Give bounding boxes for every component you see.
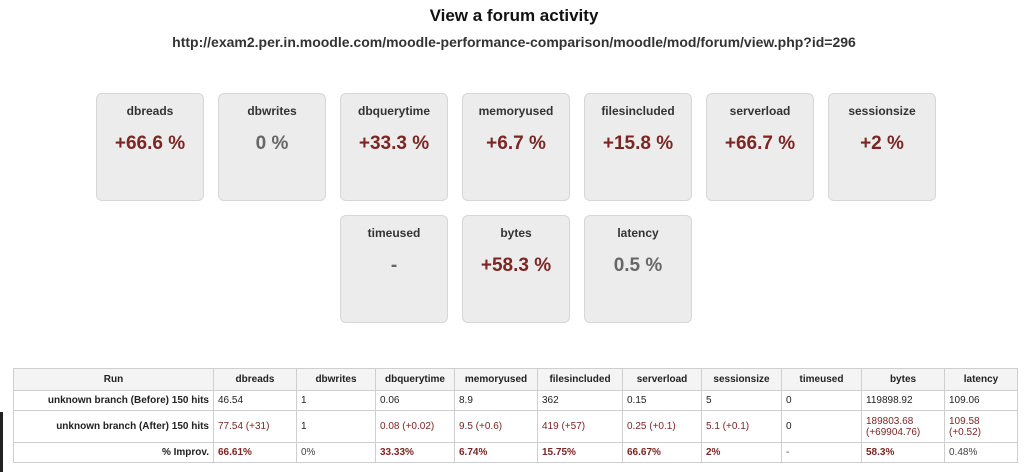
results-table: Run dbreads dbwrites dbquerytime memoryu… <box>13 368 1018 463</box>
table-cell: 119898.92 <box>861 390 945 411</box>
run-label: unknown branch (After) 150 hits <box>13 410 214 443</box>
metric-value: +66.6 % <box>114 133 186 154</box>
table-cell: 1 <box>296 390 376 411</box>
metric-card-memoryused: memoryused +6.7 % <box>462 93 570 201</box>
table-cell: 77.54 (+31) <box>213 410 297 443</box>
metric-value: - <box>390 255 398 276</box>
table-cell: 1 <box>296 410 376 443</box>
metric-card-sessionsize: sessionsize +2 % <box>828 93 936 201</box>
table-cell: 9.5 (+0.6) <box>454 410 538 443</box>
table-cell: 0 <box>781 410 862 443</box>
table-cell: 362 <box>537 390 623 411</box>
metric-label: dbquerytime <box>357 104 430 118</box>
metric-card-filesincluded: filesincluded +15.8 % <box>584 93 692 201</box>
metric-card-dbreads: dbreads +66.6 % <box>96 93 204 201</box>
metric-value: +66.7 % <box>724 133 796 154</box>
metric-label: latency <box>617 226 659 240</box>
metric-card-serverload: serverload +66.7 % <box>706 93 814 201</box>
metric-value: +33.3 % <box>358 133 430 154</box>
metric-value: 0 % <box>255 133 289 154</box>
metric-label: filesincluded <box>601 104 675 118</box>
table-cell: 5.1 (+0.1) <box>701 410 782 443</box>
table-cell: 0% <box>296 442 376 463</box>
metric-card-dbwrites: dbwrites 0 % <box>218 93 326 201</box>
table-header-row: Run dbreads dbwrites dbquerytime memoryu… <box>13 368 1018 391</box>
column-header: dbquerytime <box>375 368 455 391</box>
column-header: Run <box>13 368 214 391</box>
metric-label: sessionsize <box>848 104 916 118</box>
column-header: sessionsize <box>701 368 782 391</box>
column-header: filesincluded <box>537 368 623 391</box>
metric-value: +15.8 % <box>602 133 674 154</box>
table-cell: - <box>781 442 862 463</box>
metric-card-timeused: timeused - <box>340 215 448 323</box>
table-cell: 0.08 (+0.02) <box>375 410 455 443</box>
table-row-after: unknown branch (After) 150 hits 77.54 (+… <box>13 410 1018 443</box>
page-title: View a forum activity <box>429 6 599 25</box>
table-cell: 419 (+57) <box>537 410 623 443</box>
table-cell: 6.74% <box>454 442 538 463</box>
table-row-improvement: % Improv. 66.61% 0% 33.33% 6.74% 15.75% … <box>13 442 1018 463</box>
table-cell: 66.67% <box>622 442 702 463</box>
table-cell: 0.06 <box>375 390 455 411</box>
table-cell: 2% <box>701 442 782 463</box>
metric-label: serverload <box>729 104 791 118</box>
table-cell: 109.06 <box>944 390 1018 411</box>
metric-label: memoryused <box>478 104 554 118</box>
run-label: unknown branch (Before) 150 hits <box>13 390 214 411</box>
table-cell: 5 <box>701 390 782 411</box>
metric-value: +2 % <box>860 133 904 154</box>
metric-value: +58.3 % <box>480 255 552 276</box>
table-cell: 189803.68 (+69904.76) <box>861 410 945 443</box>
table-cell: 15.75% <box>537 442 623 463</box>
metric-card-bytes: bytes +58.3 % <box>462 215 570 323</box>
metric-value: +6.7 % <box>486 133 546 154</box>
table-cell: 0 <box>781 390 862 411</box>
metric-card-dbquerytime: dbquerytime +33.3 % <box>340 93 448 201</box>
column-header: bytes <box>861 368 945 391</box>
column-header: memoryused <box>454 368 538 391</box>
table-cell: 109.58 (+0.52) <box>944 410 1018 443</box>
table-row-before: unknown branch (Before) 150 hits 46.54 1… <box>13 390 1018 411</box>
page-url: http://exam2.per.in.moodle.com/moodle-pe… <box>172 34 856 50</box>
run-label: % Improv. <box>13 442 214 463</box>
column-header: serverload <box>622 368 702 391</box>
column-header: timeused <box>781 368 862 391</box>
column-header: dbwrites <box>296 368 376 391</box>
metric-value: 0.5 % <box>613 255 663 276</box>
table-cell: 0.15 <box>622 390 702 411</box>
window-edge-divider <box>0 412 3 472</box>
table-cell: 0.25 (+0.1) <box>622 410 702 443</box>
table-cell: 66.61% <box>213 442 297 463</box>
column-header: dbreads <box>213 368 297 391</box>
metric-card-latency: latency 0.5 % <box>584 215 692 323</box>
metric-label: bytes <box>500 226 532 240</box>
metric-label: dbreads <box>126 104 174 118</box>
table-cell: 0.48% <box>944 442 1018 463</box>
table-cell: 8.9 <box>454 390 538 411</box>
table-cell: 46.54 <box>213 390 297 411</box>
column-header: latency <box>944 368 1018 391</box>
table-cell: 33.33% <box>375 442 455 463</box>
metric-label: timeused <box>367 226 421 240</box>
metric-label: dbwrites <box>247 104 297 118</box>
table-cell: 58.3% <box>861 442 945 463</box>
